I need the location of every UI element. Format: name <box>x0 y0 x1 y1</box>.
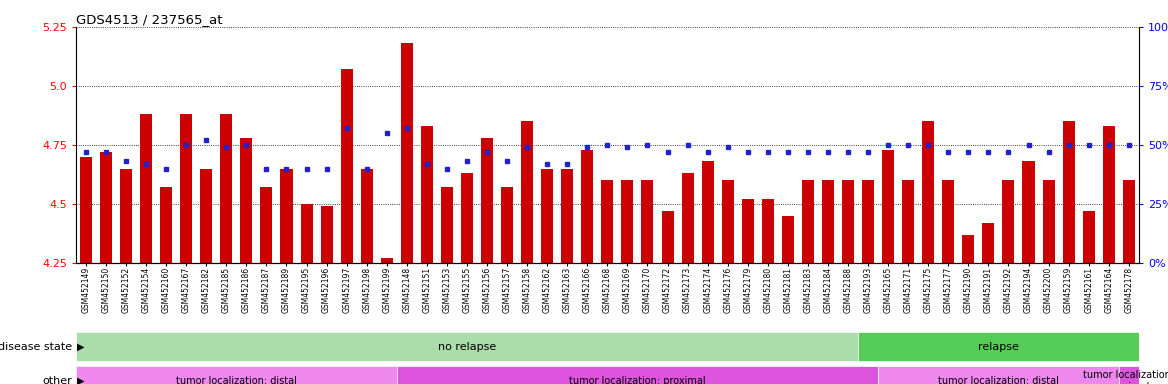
Bar <box>521 121 533 263</box>
Bar <box>341 70 353 263</box>
Bar <box>541 169 554 263</box>
Bar <box>702 162 714 263</box>
Bar <box>160 187 172 263</box>
Bar <box>440 187 453 263</box>
Bar <box>762 199 774 263</box>
Bar <box>582 150 593 263</box>
Bar <box>882 150 895 263</box>
Text: disease state: disease state <box>0 341 72 352</box>
Text: tumor localization: distal: tumor localization: distal <box>176 376 297 384</box>
Text: tumor localization: proximal: tumor localization: proximal <box>569 376 705 384</box>
Text: no relapse: no relapse <box>438 341 496 352</box>
Bar <box>943 180 954 263</box>
Text: tumor localization:
proximal: tumor localization: proximal <box>1083 370 1168 384</box>
Bar <box>501 187 513 263</box>
Bar <box>1103 126 1114 263</box>
Bar <box>802 180 814 263</box>
Bar <box>878 366 1119 384</box>
Bar <box>260 187 272 263</box>
Bar <box>923 121 934 263</box>
Bar <box>902 180 915 263</box>
Bar <box>100 152 112 263</box>
Bar <box>1063 121 1075 263</box>
Bar <box>420 126 433 263</box>
Bar <box>481 138 493 263</box>
Bar <box>397 366 878 384</box>
Text: relapse: relapse <box>978 341 1018 352</box>
Bar <box>241 138 252 263</box>
Bar <box>401 43 412 263</box>
Bar <box>79 157 92 263</box>
Bar <box>76 332 858 361</box>
Bar <box>682 173 694 263</box>
Bar <box>361 169 373 263</box>
Bar <box>602 180 613 263</box>
Bar <box>1122 180 1135 263</box>
Bar <box>280 169 292 263</box>
Bar <box>962 235 974 263</box>
Text: tumor localization: distal: tumor localization: distal <box>938 376 1059 384</box>
Bar <box>641 180 653 263</box>
Bar <box>200 169 213 263</box>
Bar <box>180 114 193 263</box>
Bar <box>461 173 473 263</box>
Bar <box>1043 180 1055 263</box>
Text: GDS4513 / 237565_at: GDS4513 / 237565_at <box>76 13 222 26</box>
Bar <box>76 366 397 384</box>
Bar <box>621 180 633 263</box>
Bar <box>300 204 313 263</box>
Bar <box>781 216 794 263</box>
Bar <box>842 180 854 263</box>
Bar <box>1083 211 1094 263</box>
Bar <box>742 199 753 263</box>
Bar <box>722 180 734 263</box>
Bar <box>1002 180 1015 263</box>
Bar <box>320 206 333 263</box>
Bar <box>862 180 874 263</box>
Bar <box>1022 162 1035 263</box>
Bar <box>562 169 573 263</box>
Bar <box>381 258 392 263</box>
Bar <box>661 211 674 263</box>
Bar <box>140 114 152 263</box>
Bar <box>120 169 132 263</box>
Bar <box>221 114 232 263</box>
Bar <box>982 223 994 263</box>
Text: other: other <box>43 376 72 384</box>
Text: ▶: ▶ <box>77 376 84 384</box>
Text: ▶: ▶ <box>77 341 84 352</box>
Bar <box>822 180 834 263</box>
Bar <box>858 332 1139 361</box>
Bar <box>1119 366 1139 384</box>
